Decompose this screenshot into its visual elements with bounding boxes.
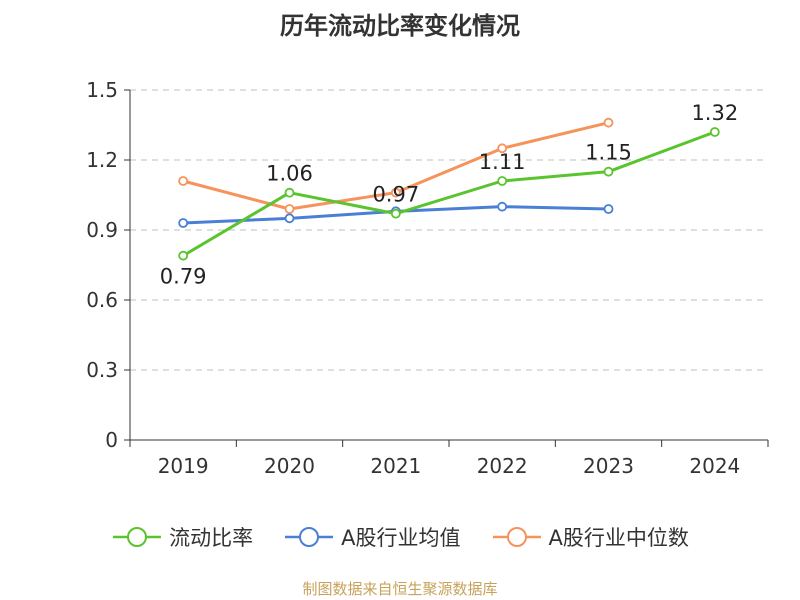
x-tick-label: 2021 — [370, 454, 421, 478]
data-label: 0.79 — [160, 265, 207, 289]
legend-item[interactable]: A股行业均值 — [283, 522, 461, 552]
data-label: 1.32 — [691, 101, 738, 125]
x-tick-label: 2023 — [583, 454, 634, 478]
legend-label: A股行业中位数 — [548, 526, 689, 550]
data-point — [390, 208, 401, 219]
series-line — [182, 130, 716, 257]
y-tick-label: 1.5 — [86, 78, 118, 102]
data-point — [497, 201, 508, 212]
data-point — [178, 176, 189, 186]
data-point — [497, 143, 508, 154]
y-tick-label: 0.3 — [86, 358, 118, 382]
legend-marker-icon — [285, 527, 334, 547]
legend-item[interactable]: 流动比率 — [111, 522, 253, 552]
data-point — [497, 176, 508, 186]
data-point — [284, 213, 295, 224]
y-tick-label: 1.2 — [86, 148, 118, 172]
chart-title: 历年流动比率变化情况 — [280, 12, 520, 40]
legend-label: A股行业均值 — [341, 526, 461, 550]
data-label: 1.15 — [585, 141, 632, 165]
x-tick-label: 2022 — [477, 454, 528, 478]
axes: 0 0.3 0.6 0.9 1.2 1.5 2019 2020 2021 2022 2023 2024 — [86, 78, 769, 478]
data-point — [284, 204, 295, 214]
grid-lines — [130, 89, 768, 371]
data-point — [390, 187, 401, 198]
legend-label: 流动比率 — [169, 526, 254, 550]
data-point — [603, 117, 614, 128]
x-tick-label: 2024 — [689, 454, 740, 478]
legend-marker-icon — [113, 527, 162, 547]
data-label: 1.06 — [266, 162, 313, 186]
data-point — [603, 204, 614, 214]
source-footer: 制图数据来自恒生聚源数据库 — [302, 580, 498, 598]
data-point — [709, 127, 720, 137]
x-tick-label: 2019 — [158, 454, 209, 478]
legend: 流动比率 A股行业均值 A股行业中位数 — [0, 520, 800, 554]
data-point — [284, 187, 295, 198]
series-lines — [178, 117, 720, 261]
legend-item[interactable]: A股行业中位数 — [491, 522, 689, 552]
data-point — [178, 250, 189, 261]
y-tick-label: 0 — [105, 428, 118, 452]
data-point — [603, 166, 614, 177]
data-label: 1.11 — [479, 150, 526, 174]
y-tick-label: 0.6 — [86, 288, 118, 312]
legend-marker-icon — [492, 527, 541, 547]
data-point — [178, 218, 189, 228]
data-label: 0.97 — [372, 183, 419, 207]
y-tick-label: 0.9 — [86, 218, 118, 242]
line-chart: 0 0.3 0.6 0.9 1.2 1.5 2019 2020 2021 2022 2023 2024… — [86, 78, 769, 478]
data-labels: 0.79 1.06 0.97 1.11 1.15 1.32 — [160, 101, 738, 289]
x-tick-label: 2020 — [264, 454, 315, 478]
